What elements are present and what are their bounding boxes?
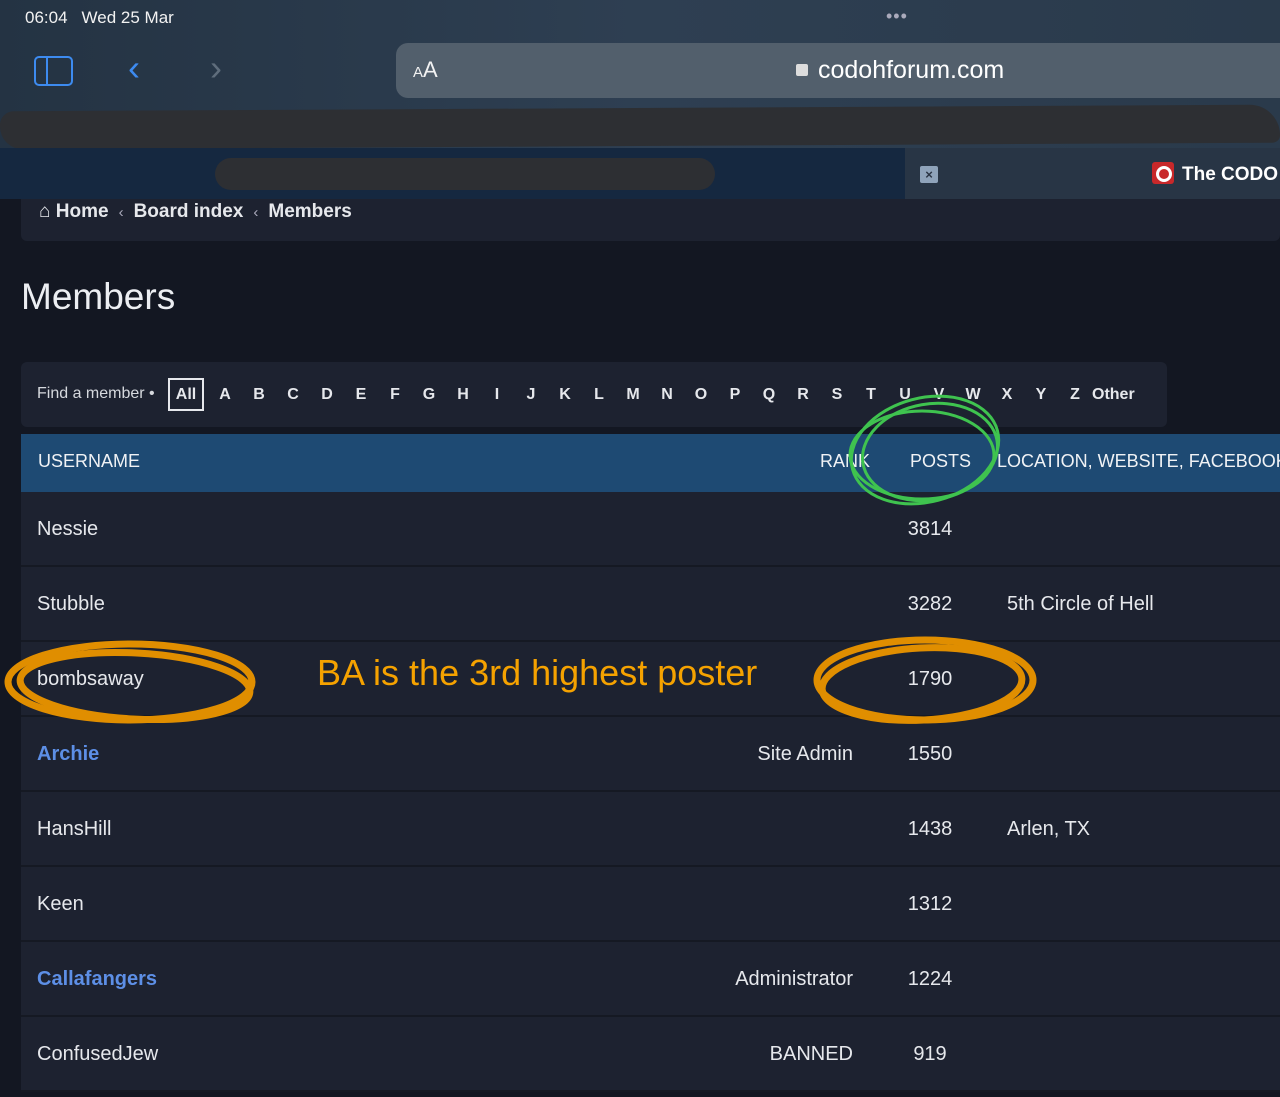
username-link[interactable]: HansHill bbox=[37, 818, 112, 840]
username-link[interactable]: ConfusedJew bbox=[37, 1043, 159, 1065]
letter-m[interactable]: M bbox=[626, 386, 640, 403]
letter-n[interactable]: N bbox=[661, 386, 673, 403]
letter-b[interactable]: B bbox=[253, 386, 265, 403]
date: Wed 25 Mar bbox=[81, 8, 174, 27]
member-finder: Find a member • All A B C D E F G H I J K L M N O P Q R S T U… bbox=[21, 362, 1167, 427]
letter-q[interactable]: Q bbox=[762, 386, 776, 403]
breadcrumb-home[interactable]: Home bbox=[55, 201, 109, 222]
site-header-right: × The CODO bbox=[905, 148, 1280, 199]
letter-y[interactable]: Y bbox=[1035, 386, 1047, 403]
post-count[interactable]: 1790 bbox=[907, 668, 953, 690]
letter-o[interactable]: O bbox=[694, 386, 708, 403]
table-row: Callafangers Administrator 1224 bbox=[21, 942, 1280, 1017]
logo-icon bbox=[1152, 162, 1174, 184]
address-bar[interactable]: AA codohforum.com bbox=[396, 43, 1280, 98]
username-link[interactable]: bombsaway bbox=[37, 668, 144, 690]
letter-l[interactable]: L bbox=[594, 386, 604, 403]
username-link[interactable]: Keen bbox=[37, 893, 84, 915]
table-row: HansHill 1438 Arlen, TX bbox=[21, 792, 1280, 867]
username-link[interactable]: Archie bbox=[37, 743, 100, 765]
table-row: Nessie 3814 bbox=[21, 492, 1280, 567]
header-posts[interactable]: POSTS bbox=[910, 451, 972, 471]
letter-k[interactable]: K bbox=[559, 386, 571, 403]
breadcrumb: ⌂ Home ‹ Board index ‹ Members bbox=[21, 199, 1280, 241]
letter-e[interactable]: E bbox=[355, 386, 367, 403]
header-username[interactable]: USERNAME bbox=[38, 451, 141, 471]
url-text: codohforum.com bbox=[818, 56, 1005, 84]
site-logo-link[interactable]: The CODO bbox=[1152, 162, 1278, 186]
location: Arlen, TX bbox=[1007, 818, 1090, 840]
rank: Administrator bbox=[735, 968, 853, 990]
lock-icon bbox=[796, 64, 808, 76]
rank: BANNED bbox=[769, 1043, 853, 1065]
letter-other[interactable]: Other bbox=[1092, 386, 1135, 403]
letter-f[interactable]: F bbox=[390, 386, 400, 403]
post-count[interactable]: 3814 bbox=[907, 518, 953, 540]
table-row: Keen 1312 bbox=[21, 867, 1280, 942]
username-link[interactable]: Callafangers bbox=[37, 968, 158, 990]
rank: Site Admin bbox=[757, 743, 853, 765]
post-count[interactable]: 1224 bbox=[907, 968, 953, 990]
header-rank[interactable]: RANK bbox=[820, 451, 871, 471]
letter-t[interactable]: T bbox=[866, 386, 876, 403]
table-row: Stubble 3282 5th Circle of Hell bbox=[21, 567, 1280, 642]
forward-button[interactable]: › bbox=[210, 47, 222, 88]
redaction bbox=[0, 104, 1280, 150]
letter-s[interactable]: S bbox=[831, 386, 843, 403]
letter-p[interactable]: P bbox=[729, 386, 741, 403]
table-header: USERNAME RANK POSTS LOCATION, WEBSITE, F… bbox=[21, 434, 1280, 492]
letter-g[interactable]: G bbox=[422, 386, 436, 403]
letter-z[interactable]: Z bbox=[1070, 386, 1080, 403]
letter-filter: All A B C D E F G H I J K L M N O P Q R S T U V W X Y Z Other bbox=[168, 378, 1135, 411]
close-icon[interactable]: × bbox=[920, 166, 938, 183]
breadcrumb-board-index[interactable]: Board index bbox=[133, 201, 244, 222]
letter-i[interactable]: I bbox=[494, 386, 500, 403]
letter-h[interactable]: H bbox=[457, 386, 469, 403]
letter-x[interactable]: X bbox=[1001, 386, 1013, 403]
table-row: Archie Site Admin 1550 bbox=[21, 717, 1280, 792]
letter-a[interactable]: A bbox=[219, 386, 231, 403]
home-icon: ⌂ bbox=[39, 201, 51, 222]
letter-v[interactable]: V bbox=[933, 386, 945, 403]
status-bar: 06:04 Wed 25 Mar bbox=[25, 8, 188, 28]
post-count[interactable]: 1312 bbox=[907, 893, 953, 915]
multitask-dots[interactable]: ••• bbox=[886, 6, 908, 26]
letter-w[interactable]: W bbox=[965, 386, 981, 403]
header-location[interactable]: LOCATION, WEBSITE, FACEBOOK, bbox=[997, 451, 1280, 471]
time: 06:04 bbox=[25, 8, 68, 27]
username-link[interactable]: Stubble bbox=[37, 593, 105, 615]
letter-j[interactable]: J bbox=[526, 386, 536, 403]
back-button[interactable]: ‹ bbox=[128, 47, 140, 88]
letter-c[interactable]: C bbox=[287, 386, 299, 403]
letter-u[interactable]: U bbox=[899, 386, 911, 403]
table-row: ConfusedJew BANNED 919 bbox=[21, 1017, 1280, 1092]
location: 5th Circle of Hell bbox=[1007, 593, 1154, 615]
username-link[interactable]: Nessie bbox=[37, 518, 99, 540]
post-count[interactable]: 919 bbox=[913, 1043, 947, 1065]
breadcrumb-members[interactable]: Members bbox=[268, 201, 352, 222]
post-count[interactable]: 1438 bbox=[907, 818, 953, 840]
reader-settings-button[interactable]: AA bbox=[413, 57, 438, 82]
letter-d[interactable]: D bbox=[321, 386, 333, 403]
find-member-label: Find a member • bbox=[37, 385, 155, 402]
letter-r[interactable]: R bbox=[797, 386, 809, 403]
redaction bbox=[215, 158, 715, 190]
letter-all[interactable]: All bbox=[168, 378, 204, 411]
post-count[interactable]: 3282 bbox=[907, 593, 953, 615]
annotation-text: BA is the 3rd highest poster bbox=[317, 652, 758, 693]
post-count[interactable]: 1550 bbox=[907, 743, 953, 765]
sidebar-toggle-icon[interactable] bbox=[34, 56, 73, 86]
page-title: Members bbox=[21, 276, 176, 317]
